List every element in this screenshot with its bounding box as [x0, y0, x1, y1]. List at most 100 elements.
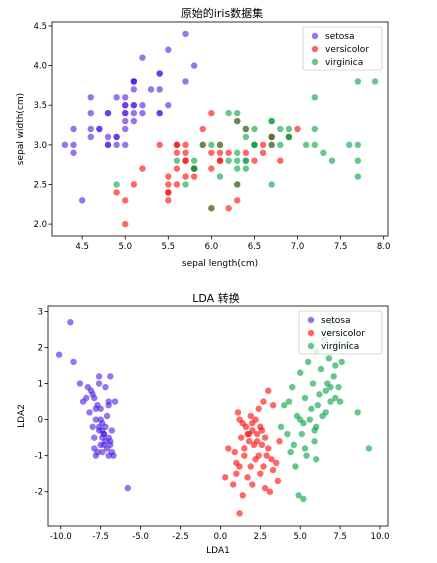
y-tick-label: 2.0 [33, 220, 47, 230]
versicolor-point [253, 430, 261, 438]
versicolor-point [221, 474, 229, 481]
chart1-legend: setosa versicolor virginica [302, 26, 383, 71]
virginica-point [225, 157, 232, 164]
virginica-point [312, 423, 320, 431]
virginica-point [354, 173, 362, 180]
versicolor-point [245, 438, 253, 445]
virginica-point [354, 157, 362, 164]
x-tick-label: 5.0 [118, 242, 132, 252]
versicolor-point [173, 149, 181, 156]
setosa-point [87, 94, 94, 101]
virginica-point [251, 141, 258, 149]
versicolor-point [294, 125, 301, 133]
virginica-point [268, 133, 275, 141]
setosa-point [130, 86, 138, 93]
y-tick-label: 3.0 [33, 141, 47, 151]
virginica-point [300, 495, 307, 503]
setosa-point [78, 197, 86, 204]
virginica-point [332, 394, 339, 402]
virginica-point [301, 445, 309, 452]
versicolor-point [165, 197, 172, 204]
setosa-point [156, 109, 163, 117]
chart2-x-label: LDA1 [206, 546, 230, 556]
versicolor-point [216, 157, 224, 164]
virginica-point [312, 456, 320, 463]
versicolor-point [199, 125, 206, 133]
legend-label-setosa: setosa [321, 316, 350, 326]
virginica-point [322, 409, 329, 416]
y-tick-label: 3.5 [33, 101, 47, 111]
virginica-point [371, 78, 379, 85]
versicolor-point [258, 441, 266, 449]
versicolor-point [190, 173, 198, 180]
virginica-point [314, 401, 321, 409]
x-tick-label: 5.0 [293, 532, 307, 542]
chart-lda-transform: LDA 转换 -10.0 -7.5 -5.0 -2.5 0.0 2.5 5.0 7.5 10.0… [17, 291, 389, 556]
setosa-point [111, 398, 119, 405]
setosa-point [182, 30, 189, 38]
virginica-point [304, 358, 312, 366]
chart1-y-label: sepal width(cm) [16, 93, 26, 165]
virginica-point [281, 401, 288, 409]
setosa-point [105, 401, 112, 409]
y-tick-label: 3 [38, 307, 43, 317]
x-tick-label: 0.0 [214, 532, 228, 542]
setosa-point [190, 62, 198, 69]
virginica-point [338, 358, 345, 366]
setosa-point [92, 405, 100, 412]
virginica-point [242, 157, 250, 164]
virginica-point [173, 157, 181, 164]
setosa-point [139, 109, 146, 117]
virginica-point [332, 362, 339, 369]
setosa-point [104, 141, 112, 149]
virginica-point [301, 394, 309, 402]
setosa-point [110, 452, 117, 459]
virginica-point [234, 149, 241, 156]
versicolor-point [253, 438, 261, 445]
versicolor-point [233, 459, 240, 467]
y-tick-label: 0 [38, 416, 43, 426]
setosa-point [165, 46, 172, 53]
setosa-point [102, 383, 109, 391]
virginica-point [308, 405, 315, 412]
virginica-point [234, 109, 241, 117]
virginica-point [216, 141, 224, 149]
versicolor-point [252, 456, 259, 463]
setosa-point [122, 125, 129, 133]
virginica-point [268, 141, 275, 149]
setosa-point [104, 109, 112, 117]
x-tick-label: -2.5 [172, 532, 189, 542]
versicolor-point [165, 189, 172, 196]
versicolor-point [249, 420, 256, 427]
virginica-point [208, 205, 215, 212]
versicolor-point [165, 181, 172, 188]
setosa-point [55, 351, 63, 358]
setosa-point [122, 117, 129, 125]
x-tick-label: 7.0 [291, 242, 305, 252]
setosa-point [182, 78, 189, 85]
virginica-point [285, 133, 293, 141]
setosa-point [70, 125, 77, 133]
setosa-point [70, 149, 77, 156]
legend-marker-virginica [311, 58, 319, 66]
versicolor-point [242, 423, 250, 431]
versicolor-point [266, 488, 274, 495]
virginica-point [309, 380, 317, 387]
virginica-point [336, 398, 344, 405]
versicolor-point [247, 412, 254, 420]
versicolor-point [242, 149, 250, 156]
setosa-point [70, 358, 77, 366]
virginica-point [216, 173, 224, 180]
versicolor-point [241, 445, 248, 452]
virginica-point [290, 441, 298, 449]
setosa-point [94, 448, 101, 456]
legend-marker-versicolor [311, 45, 319, 53]
virginica-point [225, 109, 232, 117]
virginica-point [325, 355, 333, 362]
versicolor-point [251, 157, 258, 164]
chart2-y-label: LDA2 [17, 404, 27, 428]
versicolor-point [182, 141, 189, 149]
legend-label-versicolor: versicolor [325, 45, 369, 55]
virginica-point [346, 141, 353, 149]
virginica-point [306, 416, 313, 423]
